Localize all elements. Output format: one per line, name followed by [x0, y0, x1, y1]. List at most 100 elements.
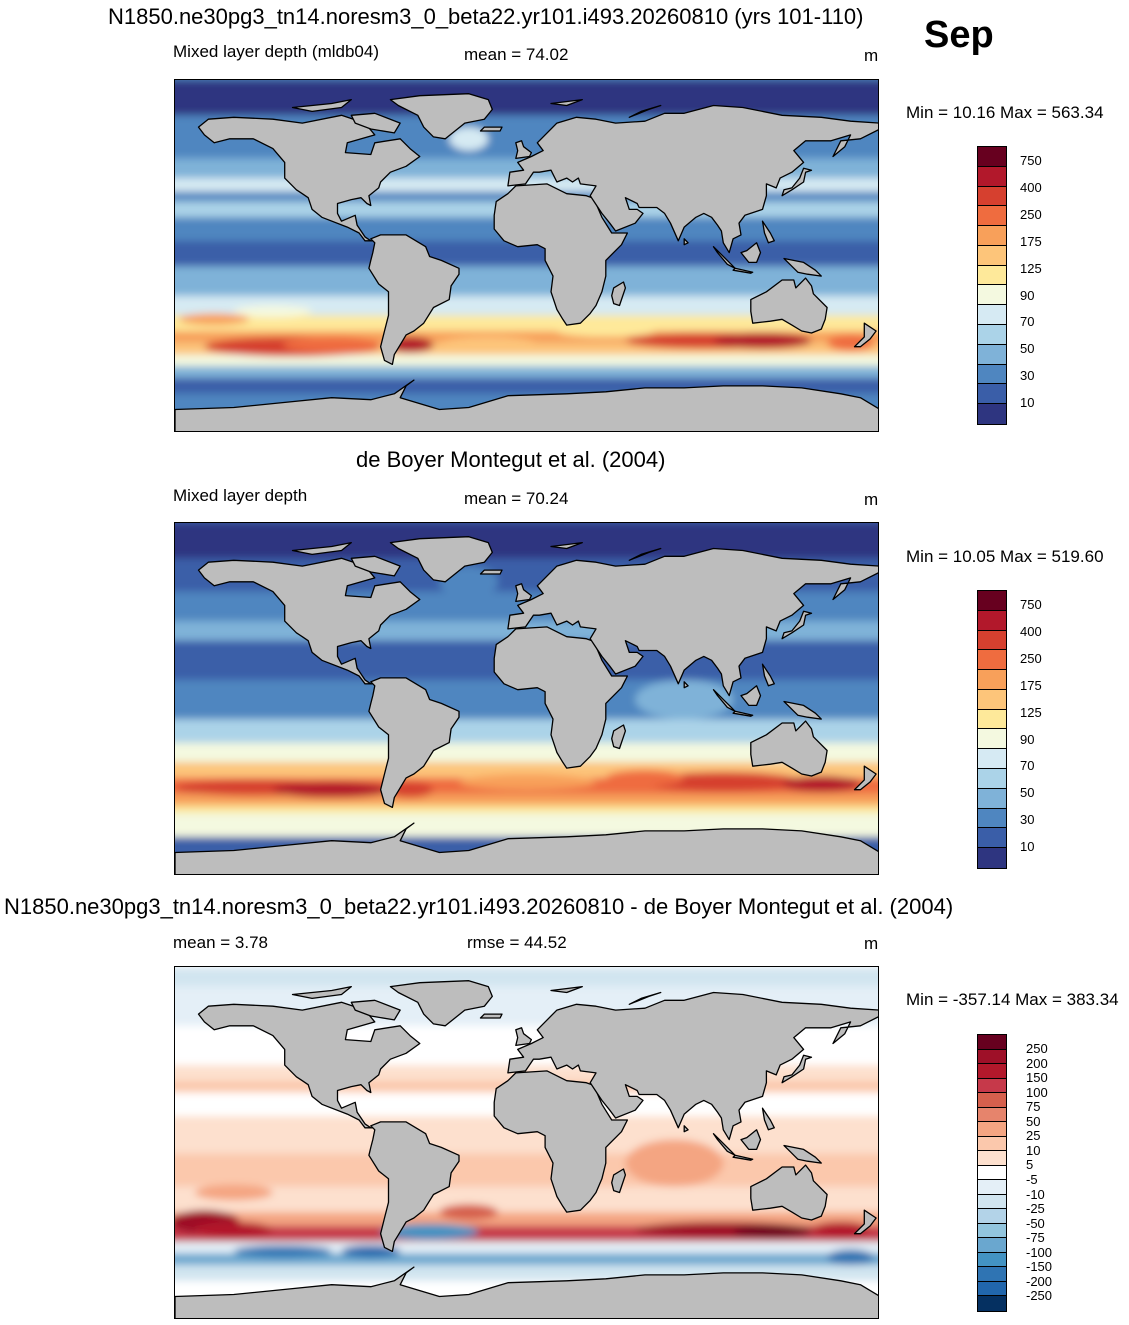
colorbar-tick-label: -10 — [1026, 1186, 1045, 1202]
colorbar-tick-label: -250 — [1026, 1288, 1053, 1304]
colorbar-swatch — [978, 808, 1006, 829]
colorbar-swatch — [978, 166, 1006, 187]
field-blob — [272, 781, 391, 798]
field-band — [175, 80, 878, 116]
colorbar-swatch — [978, 325, 1006, 345]
field-blob — [782, 775, 861, 792]
field-band — [175, 315, 878, 332]
colorbar-tick-label: 175 — [1020, 233, 1042, 249]
colorbar-swatch — [978, 1151, 1006, 1166]
colorbar-swatch — [978, 1209, 1006, 1224]
colorbar-swatch — [978, 828, 1006, 849]
field-band — [175, 266, 878, 296]
colorbar-tick-label: 125 — [1020, 260, 1042, 276]
field-blob — [233, 1245, 332, 1258]
colorbar-swatch — [978, 1223, 1006, 1239]
panel3-map — [174, 966, 879, 1319]
landmass — [683, 681, 689, 689]
colorbar-swatch — [978, 1296, 1006, 1311]
field-blob — [827, 1249, 875, 1266]
field-band — [175, 967, 878, 987]
field-band — [175, 295, 878, 316]
field-blob — [178, 313, 250, 326]
landmass — [683, 1125, 689, 1133]
colorbar-tick-label: 75 — [1026, 1099, 1041, 1115]
panel1-map-field — [175, 80, 878, 431]
colorbar-tick-label: 400 — [1020, 623, 1042, 639]
colorbar-swatch — [978, 1252, 1006, 1268]
field-blob — [380, 1223, 479, 1240]
colorbar-tick-label: 250 — [1020, 650, 1042, 666]
landmass — [389, 980, 493, 1027]
panel3-rmse-label: rmse = 44.52 — [467, 933, 567, 952]
landmass — [350, 555, 401, 577]
colorbar-swatch — [978, 630, 1006, 651]
colorbar-swatch — [978, 1122, 1006, 1137]
colorbar-swatch — [978, 1180, 1006, 1195]
field-blob — [439, 1204, 499, 1220]
colorbar-tick-label: 70 — [1020, 758, 1035, 774]
landmass — [493, 183, 629, 326]
panel1-variable-label: Mixed layer depth (mldb04) — [173, 42, 379, 61]
landmass — [550, 985, 583, 994]
month-label: Sep — [924, 14, 994, 56]
landmass — [389, 93, 493, 140]
field-blob — [458, 774, 597, 790]
landmass — [350, 999, 401, 1021]
landmass — [175, 379, 878, 431]
colorbar-swatch — [978, 147, 1006, 167]
landmass — [368, 234, 460, 366]
colorbar-swatch — [978, 245, 1006, 266]
landmass — [479, 126, 503, 132]
colorbar-swatch — [978, 1107, 1006, 1123]
panel2-title: de Boyer Montegut et al. (2004) — [356, 447, 666, 472]
landmass — [550, 541, 583, 550]
landmass — [368, 1121, 460, 1253]
colorbar-swatch — [978, 788, 1006, 809]
colorbar-swatch — [978, 1093, 1006, 1108]
colorbar-swatch — [978, 769, 1006, 789]
panel1-colorbar — [977, 146, 1007, 425]
landmass — [732, 710, 754, 717]
colorbar-tick-label: -200 — [1026, 1273, 1053, 1289]
panel2-units: m — [864, 490, 879, 509]
land-mask — [175, 536, 878, 874]
landmass — [197, 557, 421, 685]
field-blob — [233, 305, 313, 318]
landmass — [368, 677, 460, 809]
colorbar-swatch — [978, 610, 1006, 631]
colorbar-tick-label: 750 — [1020, 153, 1042, 168]
landmass — [853, 322, 877, 348]
field-band — [175, 742, 878, 763]
panel3-map-field — [175, 967, 878, 1318]
colorbar-tick-label: 200 — [1026, 1055, 1048, 1071]
colorbar-tick-label: 400 — [1020, 179, 1042, 195]
landmass — [515, 583, 533, 603]
landmass — [291, 985, 352, 1000]
colorbar-swatch — [978, 1281, 1006, 1297]
landmass — [781, 1054, 813, 1084]
landmass — [611, 724, 627, 750]
colorbar-swatch — [978, 384, 1006, 405]
landmass — [683, 238, 689, 246]
colorbar-swatch — [978, 1049, 1006, 1065]
colorbar-tick-label: 25 — [1026, 1128, 1041, 1144]
colorbar-swatch — [978, 1238, 1006, 1253]
figure-title: N1850.ne30pg3_tn14.noresm3_0_beta22.yr10… — [108, 4, 864, 29]
field-blob — [556, 325, 655, 337]
field-band — [175, 331, 878, 343]
colorbar-swatch — [978, 1064, 1006, 1079]
colorbar-tick-label: 90 — [1020, 731, 1035, 747]
colorbar-tick-label: -50 — [1026, 1215, 1045, 1231]
landmass — [750, 277, 828, 334]
colorbar-tick-label: 50 — [1026, 1113, 1041, 1129]
panel1-map — [174, 79, 879, 432]
colorbar-swatch — [978, 1078, 1006, 1094]
colorbar-swatch — [978, 709, 1006, 730]
colorbar-swatch — [978, 848, 1006, 868]
colorbar-swatch — [978, 670, 1006, 690]
colorbar-swatch — [978, 285, 1006, 306]
landmass — [750, 1164, 828, 1221]
landmass — [197, 114, 421, 242]
colorbar-tick-label: -75 — [1026, 1230, 1045, 1246]
